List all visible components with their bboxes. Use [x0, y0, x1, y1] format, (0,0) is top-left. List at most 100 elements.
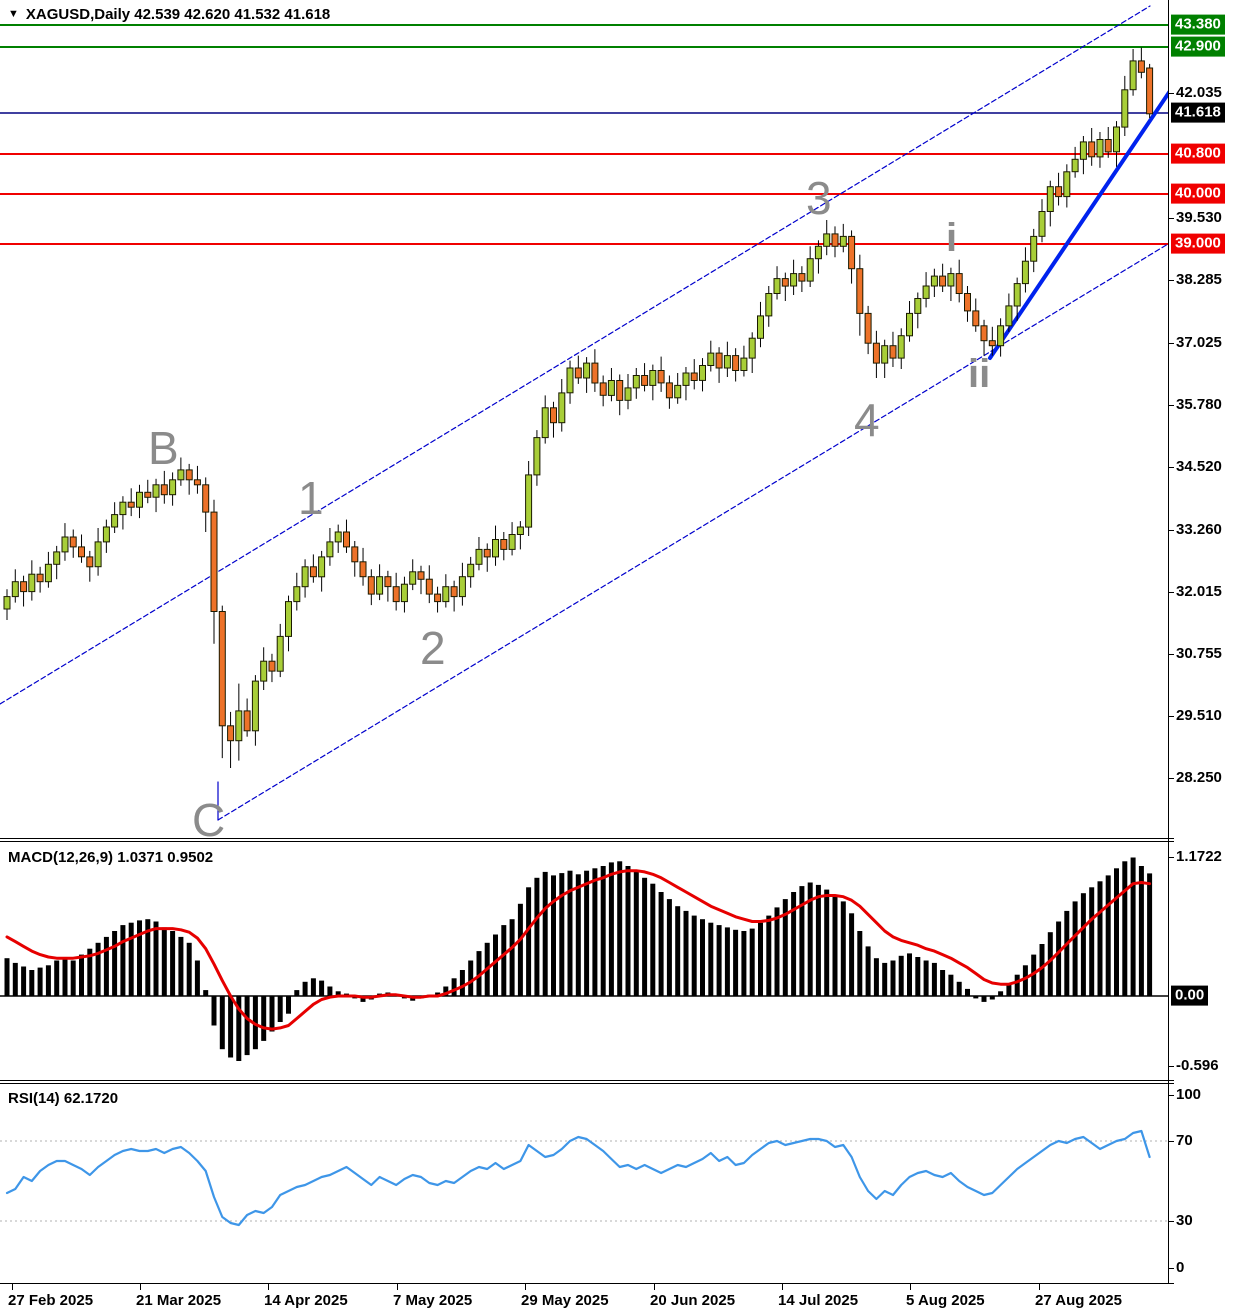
macd-bar [691, 915, 697, 996]
candle-bull [1129, 60, 1137, 91]
time-tick [12, 1284, 13, 1290]
main-pane[interactable]: B C 1 2 3 4 i ii [0, 0, 1168, 838]
wave-label-i: i [946, 216, 958, 260]
candle-bull [1021, 260, 1029, 285]
candle-bull [111, 514, 119, 528]
time-label[interactable]: 29 May 2025 [521, 1292, 609, 1309]
scale-label: 70 [1176, 1132, 1193, 1150]
time-label[interactable]: 27 Aug 2025 [1035, 1292, 1122, 1309]
candle-bull [458, 576, 466, 598]
macd-bar [1014, 974, 1020, 996]
candle-bear [160, 484, 168, 496]
macd-bar [815, 884, 821, 996]
scale-tick [1168, 93, 1174, 94]
macd-bar [294, 990, 300, 996]
macd-bar [54, 960, 60, 996]
macd-bar [493, 934, 498, 996]
macd-bar [468, 960, 474, 996]
macd-bar [873, 958, 879, 996]
candle-bear [591, 362, 599, 384]
candle-bear [425, 578, 433, 595]
candle-bull [1121, 89, 1129, 128]
macd-bar [1114, 868, 1119, 996]
macd-bar [658, 892, 664, 996]
macd-bar [998, 991, 1004, 996]
macd-bar [766, 915, 772, 996]
macd-bar [948, 974, 954, 996]
candle-bear [955, 273, 963, 295]
time-tick [525, 1284, 526, 1290]
macd-bar [228, 996, 234, 1058]
macd-bar [335, 991, 341, 996]
wave-label-1: 1 [298, 472, 324, 524]
macd-bar [882, 962, 888, 996]
macd-bar [1097, 881, 1103, 996]
time-label[interactable]: 14 Jul 2025 [778, 1292, 859, 1309]
time-label[interactable]: 14 Apr 2025 [264, 1292, 348, 1309]
candle-bull [525, 474, 533, 528]
candle-bull [1096, 139, 1104, 158]
time-label[interactable]: 7 May 2025 [393, 1292, 473, 1309]
candle-bull [1013, 283, 1021, 307]
macd-bar [302, 981, 308, 996]
macd-bar [923, 960, 929, 996]
macd-bar [666, 899, 672, 996]
candle-bear [831, 233, 839, 247]
macd-bar [857, 931, 863, 996]
candle-bull [326, 541, 334, 558]
macd-bar [733, 929, 739, 996]
time-label[interactable]: 21 Mar 2025 [136, 1292, 222, 1309]
candle-bull [152, 484, 160, 498]
macd-bar [782, 899, 788, 996]
candle-bull [334, 531, 342, 543]
macd-bar [824, 889, 830, 996]
candle-bull [997, 325, 1005, 347]
wave-label-B: B [148, 422, 179, 474]
macd-histogram [4, 857, 1153, 1061]
scale-label: 28.250 [1176, 769, 1222, 787]
scale-label: 29.510 [1176, 707, 1222, 725]
candle-bull [583, 362, 591, 379]
macd-bar [103, 936, 109, 996]
candle-bull [914, 298, 922, 314]
macd-bar [700, 919, 705, 996]
macd-bar [832, 895, 838, 996]
macd-bar [451, 978, 457, 996]
time-label[interactable]: 27 Feb 2025 [8, 1292, 94, 1309]
macd-bar [716, 925, 722, 996]
candle-bear [127, 501, 135, 508]
time-label[interactable]: 5 Aug 2025 [906, 1292, 985, 1309]
macd-bar [1122, 861, 1128, 996]
scale-label: -0.596 [1176, 1057, 1219, 1075]
macd-bar [120, 925, 126, 996]
macd-bar [741, 931, 747, 996]
candle-bull [251, 680, 259, 732]
scale-tick [1168, 343, 1174, 344]
time-label[interactable]: 20 Jun 2025 [650, 1292, 736, 1309]
candle-bull [740, 357, 748, 372]
candle-bull [558, 392, 566, 424]
candle-bear [218, 611, 226, 727]
scale-tick [1168, 405, 1174, 406]
candle-bull [442, 586, 450, 603]
macd-bar [203, 990, 209, 996]
candle-bear [1146, 67, 1154, 115]
macd-bar [981, 996, 987, 1002]
candle-bull [765, 293, 773, 317]
macd-bar [973, 996, 979, 999]
candle-bear [574, 367, 582, 379]
candle-bull [1030, 235, 1038, 262]
macd-bar [45, 965, 51, 996]
time-tick [397, 1284, 398, 1290]
candle-bull [814, 245, 822, 260]
symbol-dropdown-icon[interactable]: ▼ [8, 8, 19, 20]
candle-bull [467, 563, 475, 578]
candle-bull [492, 539, 499, 558]
candle-bear [798, 273, 806, 282]
candle-bear [599, 382, 607, 396]
macd-bar [244, 996, 250, 1056]
macd-bar [360, 996, 366, 1002]
macd-bar [840, 901, 846, 996]
macd-bar [724, 927, 730, 996]
